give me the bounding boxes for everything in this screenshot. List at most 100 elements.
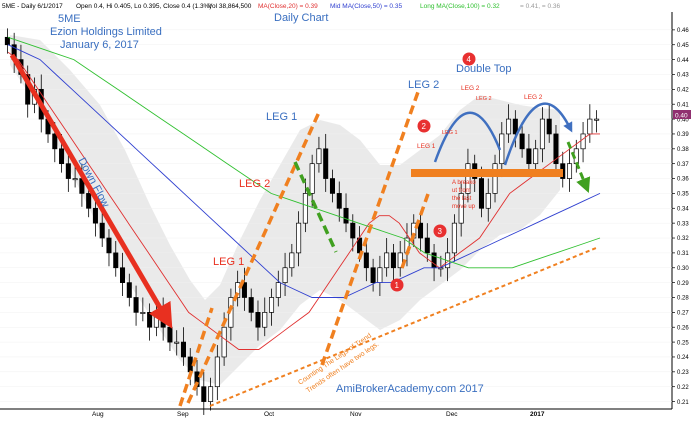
candle-up [309, 163, 315, 194]
y-tick-label: 0.23 [677, 370, 689, 376]
y-tick-label: 0.35 [677, 192, 689, 198]
price-tag-label: 0.40 [675, 113, 688, 120]
y-tick-label: 0.29 [677, 281, 689, 287]
ma20-line [7, 51, 600, 350]
y-tick-label: 0.25 [677, 340, 689, 346]
candle-down [255, 312, 261, 328]
x-label-oct: Oct [264, 411, 274, 418]
header-ma20: MA(Close,20) = 0.39 [258, 3, 318, 10]
candle-down [363, 252, 369, 269]
candle-down [113, 252, 119, 269]
candle-up [533, 148, 539, 165]
title-date: January 6, 2017 [60, 39, 139, 51]
y-tick-label: 0.21 [677, 400, 689, 406]
candle-up [567, 163, 573, 179]
y-tick-label: 0.24 [677, 355, 689, 361]
y-tick-label: 0.30 [677, 266, 689, 272]
candle-up [72, 178, 78, 181]
header-ma50: Mid MA(Close,50) = 0.35 [330, 3, 402, 10]
x-label-nov: Nov [350, 411, 362, 418]
candle-down [546, 118, 552, 135]
candle-up [465, 163, 471, 194]
double-top-label: Double Top [456, 63, 511, 75]
y-tick-label: 0.36 [677, 177, 689, 183]
breakout-line-1: A breako [452, 180, 476, 186]
candle-down [553, 133, 559, 165]
leg2-small-label-a: LEG 2 [461, 85, 480, 92]
candle-down [106, 237, 112, 254]
candle-up [384, 252, 390, 269]
y-tick-label: 0.28 [677, 296, 689, 302]
candle-up [262, 312, 268, 328]
y-tick-label: 0.34 [677, 206, 689, 212]
candle-up [302, 193, 308, 224]
candle-up [153, 312, 159, 328]
candle-up [506, 118, 512, 135]
candle-down [201, 386, 207, 402]
candle-down [336, 193, 342, 209]
candle-down [248, 297, 254, 313]
candle-up [269, 297, 275, 313]
y-axis-ticks: 0.46 0.45 0.44 0.43 0.42 0.41 0.40 0.39 0.38 0.37… [672, 28, 689, 406]
leg1-mid-label: LEG 1 [266, 111, 297, 123]
candle-down [370, 267, 376, 283]
x-label-aug: Aug [92, 411, 104, 418]
candle-up [221, 326, 227, 358]
x-label-2017: 2017 [530, 411, 545, 418]
candle-down [323, 148, 329, 179]
candle-down [99, 222, 105, 239]
candle-down [65, 163, 71, 179]
y-tick-label: 0.39 [677, 132, 689, 138]
y-tick-label: 0.38 [677, 147, 689, 153]
candle-down [478, 178, 484, 209]
leg2-right-label: LEG 2 [408, 79, 439, 91]
candle-up [214, 356, 220, 388]
candle-up [539, 118, 545, 150]
moving-averages [7, 36, 601, 350]
y-tick-label: 0.31 [677, 251, 689, 257]
green-pullback-line [293, 161, 338, 253]
candle-down [120, 267, 126, 283]
header-ohlc: Open 0.4, Hi 0.405, Lo 0.395, Close 0.4 … [76, 3, 212, 10]
y-tick-label: 0.45 [677, 43, 689, 49]
candle-down [92, 207, 98, 224]
candle-up [587, 118, 593, 135]
title-daily-chart: Daily Chart [274, 12, 328, 24]
leg1-small-label: LEG 1 [417, 143, 436, 150]
breakout-line-2: ut from [452, 188, 471, 194]
candle-up [594, 118, 600, 121]
candle-up [140, 312, 146, 314]
leg2-right-line [320, 91, 420, 366]
header-ma100: Long MA(Close,100) = 0.32 [420, 3, 500, 10]
double-top-curve-left [433, 111, 502, 163]
candle-up [289, 252, 295, 269]
leg1-tiny-label: LEG 1 [442, 130, 458, 136]
candle-down [133, 297, 139, 313]
breakout-note: A breako ut from the last move up [452, 180, 476, 210]
price-tag-box [673, 110, 691, 119]
candle-up [296, 222, 302, 254]
title-company: Ezion Holdings Limited [50, 26, 162, 38]
leg1-left-line [178, 307, 214, 407]
circle-1-label: 1 [395, 281, 400, 290]
candle-up [208, 386, 214, 402]
circle-2-label: 2 [422, 122, 427, 131]
candle-up [174, 341, 180, 344]
circle-marker-4: 4 [462, 52, 476, 66]
y-tick-label: 0.33 [677, 221, 689, 227]
y-tick-label: 0.27 [677, 311, 689, 317]
green-projection-arrow [566, 141, 591, 193]
x-label-dec: Dec [446, 411, 458, 418]
candle-up [485, 193, 491, 209]
leg2-left-label: LEG 2 [239, 178, 270, 190]
candle-down [126, 282, 132, 298]
candle-up [397, 252, 403, 269]
breakout-line-3: the last [452, 196, 472, 202]
y-tick-label: 0.46 [677, 28, 689, 34]
header-bands: = 0.41, = 0.36 [520, 3, 561, 10]
y-tick-label: 0.40 [677, 117, 689, 123]
x-axis-labels: Aug Sep Oct Nov Dec 2017 [92, 411, 545, 418]
candle-up [458, 193, 464, 224]
y-tick-label: 0.42 [677, 88, 689, 94]
